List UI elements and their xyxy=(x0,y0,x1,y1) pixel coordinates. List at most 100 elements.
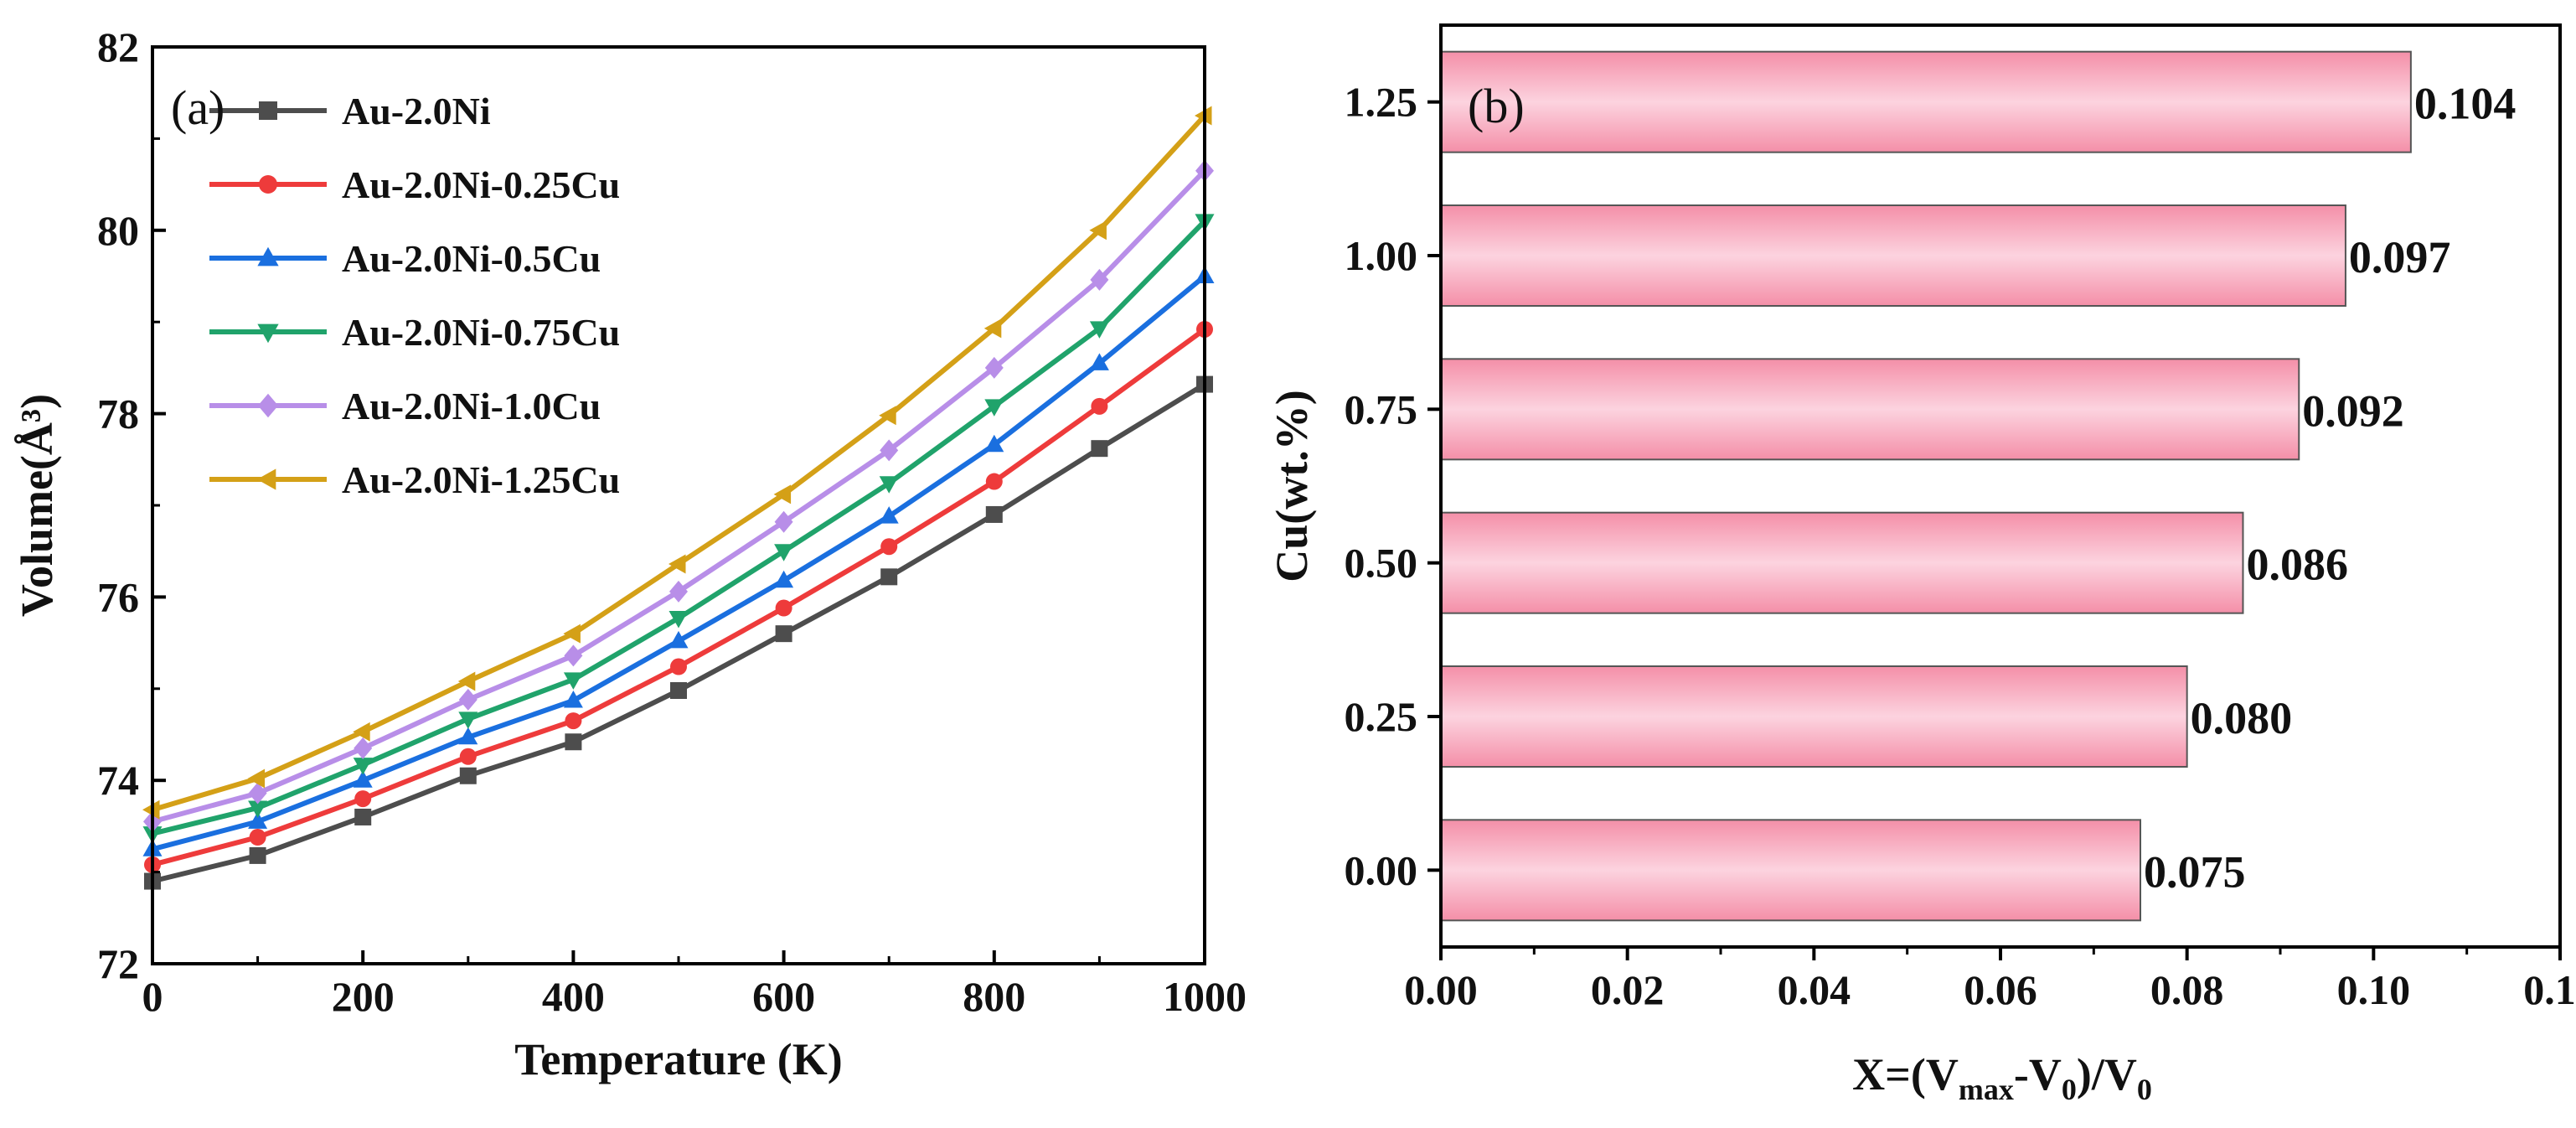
y-tick-label-76: 76 xyxy=(97,573,139,620)
legend-item-au-2-0ni-1-0cu: Au-2.0Ni-1.0Cu xyxy=(209,385,601,427)
y-tick-label-74: 74 xyxy=(97,757,139,804)
y-tick-label-0-00: 0.00 xyxy=(1345,846,1418,893)
legend-label: Au-2.0Ni-1.0Cu xyxy=(342,385,601,427)
x-tick-label-0-00: 0.00 xyxy=(1404,966,1478,1013)
data-point-au-2-0ni-1-25cu-500 xyxy=(669,554,686,574)
x-tick-label-0-08: 0.08 xyxy=(2150,966,2224,1013)
data-point-au-2-0ni-1-0cu-700 xyxy=(880,439,899,462)
legend-label: Au-2.0Ni-1.25Cu xyxy=(342,458,620,501)
data-point-au-2-0ni-1-0cu-500 xyxy=(669,580,688,603)
data-point-au-2-0ni-1-0cu-300 xyxy=(458,688,478,711)
panel-a-legend: Au-2.0Ni Au-2.0Ni-0.25Cu Au-2.0Ni-0.5Cu Au-… xyxy=(209,90,620,501)
data-point-au-2-0ni-700 xyxy=(880,568,898,586)
x-tick-label-600: 600 xyxy=(752,973,815,1020)
data-point-au-2-0ni-200 xyxy=(354,808,372,825)
panel-a-x-axis-title: Temperature (K) xyxy=(514,1034,842,1084)
data-point-au-2-0ni-1-0cu-200 xyxy=(354,737,373,759)
legend-swatch-marker xyxy=(257,246,279,266)
bar-value-label-0-25: 0.080 xyxy=(2191,693,2293,743)
data-point-au-2-0ni-1-25cu-400 xyxy=(563,624,581,644)
series-line-au-2-0ni-1-25cu xyxy=(152,113,1207,813)
data-point-au-2-0ni-0-5cu-500 xyxy=(669,630,689,649)
data-point-au-2-0ni-0-5cu-600 xyxy=(774,570,794,588)
bar-0-50 xyxy=(1440,511,2244,614)
series-au-2-0ni-1-0cu xyxy=(143,159,1214,833)
data-point-au-2-0ni-0-5cu-100 xyxy=(248,811,268,829)
data-point-au-2-0ni-1-25cu-300 xyxy=(457,671,476,691)
data-point-au-2-0ni-1-25cu-200 xyxy=(353,722,370,742)
data-point-au-2-0ni-0-25cu-400 xyxy=(565,712,582,730)
bar-value-label-0-50: 0.086 xyxy=(2246,540,2348,590)
data-point-au-2-0ni-0-25cu-200 xyxy=(354,790,372,808)
legend-swatch-marker xyxy=(259,175,277,194)
x-title-sub-0b: 0 xyxy=(2137,1073,2152,1106)
data-point-au-2-0ni-0-25cu-700 xyxy=(880,538,898,556)
data-point-au-2-0ni-0-5cu-200 xyxy=(353,770,373,788)
data-point-au-2-0ni-300 xyxy=(459,767,477,784)
bar-value-label-0-00: 0.075 xyxy=(2144,846,2246,897)
bar-group-0-25: 0.080 xyxy=(1440,665,2293,768)
legend-item-au-2-0ni-0-75cu: Au-2.0Ni-0.75Cu xyxy=(209,311,620,354)
data-point-au-2-0ni-0-25cu-100 xyxy=(249,829,266,846)
legend-item-au-2-0ni: Au-2.0Ni xyxy=(209,90,491,132)
data-point-au-2-0ni-1-0cu-100 xyxy=(248,782,267,805)
series-au-2-0ni-0-5cu xyxy=(142,266,1215,856)
bar-group-0-75: 0.092 xyxy=(1440,358,2404,461)
data-point-au-2-0ni-1-25cu-600 xyxy=(773,484,792,504)
y-tick-label-0-25: 0.25 xyxy=(1345,693,1418,740)
data-point-au-2-0ni-1-25cu-800 xyxy=(983,318,1002,339)
data-point-au-2-0ni-400 xyxy=(565,733,582,751)
bar-0-00 xyxy=(1440,819,2141,922)
y-tick-label-1-25: 1.25 xyxy=(1345,79,1418,126)
legend-swatch-marker xyxy=(256,468,276,490)
y-tick-label-82: 82 xyxy=(97,23,139,70)
y-tick-label-0-50: 0.50 xyxy=(1345,540,1418,587)
panel-a-ticks: 0 200 400 600 800 1000 72 74 76 78 80 82 xyxy=(97,23,1247,1020)
x-tick-label-200: 200 xyxy=(332,973,395,1020)
data-point-au-2-0ni-0-5cu-800 xyxy=(984,434,1004,453)
y-tick-label-80: 80 xyxy=(97,207,139,254)
legend-swatch-marker xyxy=(257,323,279,344)
panel-b-label: (b) xyxy=(1468,79,1525,133)
data-point-au-2-0ni-1-25cu-900 xyxy=(1089,220,1107,241)
data-point-au-2-0ni-0-25cu-600 xyxy=(775,599,792,617)
data-point-au-2-0ni-0-75cu-400 xyxy=(563,672,583,690)
bar-group-1-25: 0.104 xyxy=(1440,50,2516,153)
legend-item-au-2-0ni-0-25cu: Au-2.0Ni-0.25Cu xyxy=(209,163,620,206)
data-point-au-2-0ni-1-0cu-900 xyxy=(1090,268,1109,291)
bar-group-0-00: 0.075 xyxy=(1440,819,2246,922)
x-tick-label-0-06: 0.06 xyxy=(1964,966,2037,1013)
panel-a-y-axis-title: Volume(Å³) xyxy=(12,394,62,617)
data-point-au-2-0ni-800 xyxy=(985,505,1003,523)
panel-a-label: (a) xyxy=(171,80,225,135)
x-tick-label-800: 800 xyxy=(963,973,1025,1020)
y-tick-label-1-00: 1.00 xyxy=(1345,232,1418,279)
data-point-au-2-0ni-0-75cu-800 xyxy=(984,399,1004,417)
data-point-au-2-0ni-0-25cu-500 xyxy=(670,658,687,675)
data-point-au-2-0ni-0-75cu-500 xyxy=(669,611,689,629)
legend-item-au-2-0ni-0-5cu: Au-2.0Ni-0.5Cu xyxy=(209,237,601,280)
bar-value-label-1-00: 0.097 xyxy=(2349,232,2451,282)
data-point-au-2-0ni-0-75cu-600 xyxy=(774,544,794,561)
legend-swatch-marker xyxy=(257,393,279,418)
legend-label: Au-2.0Ni-0.25Cu xyxy=(342,163,620,206)
panel-b-y-axis-title: Cu(wt.%) xyxy=(1267,390,1317,582)
panel-b-frame xyxy=(1439,23,2562,949)
x-title-sub-0a: 0 xyxy=(2062,1073,2077,1106)
data-point-au-2-0ni-0-5cu-400 xyxy=(563,691,583,708)
data-point-au-2-0ni-0-75cu-100 xyxy=(248,800,268,819)
data-point-au-2-0ni-500 xyxy=(670,681,687,699)
series-line-au-2-0ni-0-75cu xyxy=(152,219,1207,836)
series-au-2-0ni xyxy=(144,375,1213,890)
legend-swatch-marker xyxy=(259,101,277,120)
bar-1-25 xyxy=(1440,50,2412,153)
data-point-au-2-0ni-1-25cu-700 xyxy=(879,406,896,426)
data-point-au-2-0ni-0-75cu-700 xyxy=(879,476,899,494)
x-tick-label-0: 0 xyxy=(142,973,163,1020)
series-au-2-0ni-1-25cu xyxy=(142,106,1212,820)
x-tick-label-0-12: 0.12 xyxy=(2523,966,2576,1013)
y-tick-label-78: 78 xyxy=(97,391,139,437)
bar-0-25 xyxy=(1440,665,2188,768)
